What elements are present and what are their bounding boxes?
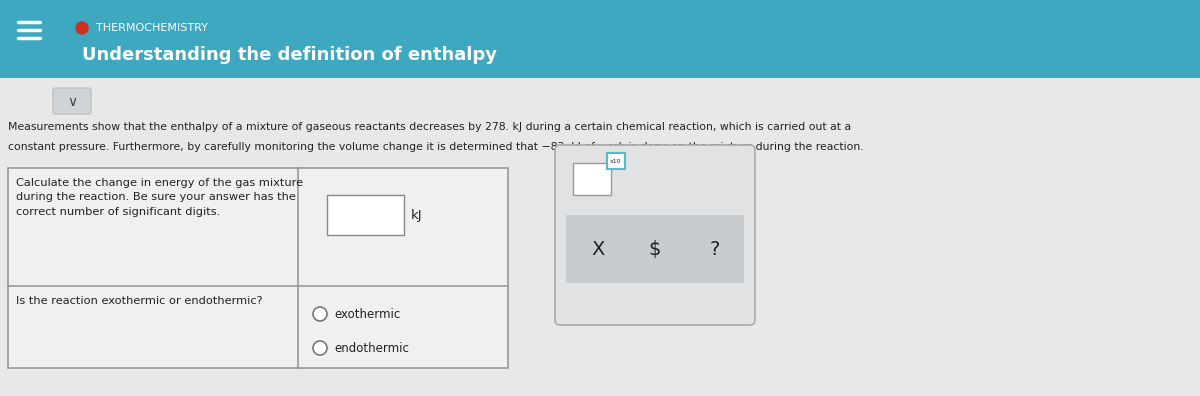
Text: endothermic: endothermic — [334, 341, 409, 354]
FancyBboxPatch shape — [0, 0, 1200, 78]
Text: ∨: ∨ — [67, 95, 77, 109]
FancyBboxPatch shape — [0, 78, 1200, 396]
Circle shape — [76, 22, 88, 34]
Text: ?: ? — [710, 240, 720, 259]
Text: $: $ — [649, 240, 661, 259]
Text: Is the reaction exothermic or endothermic?: Is the reaction exothermic or endothermi… — [16, 296, 263, 306]
Text: X: X — [592, 240, 605, 259]
FancyBboxPatch shape — [554, 145, 755, 325]
Text: Measurements show that the enthalpy of a mixture of gaseous reactants decreases : Measurements show that the enthalpy of a… — [8, 122, 851, 132]
FancyBboxPatch shape — [566, 215, 744, 283]
Text: constant pressure. Furthermore, by carefully monitoring the volume change it is : constant pressure. Furthermore, by caref… — [8, 142, 864, 152]
FancyBboxPatch shape — [326, 195, 404, 235]
Circle shape — [313, 307, 326, 321]
Text: x10: x10 — [611, 158, 622, 164]
FancyBboxPatch shape — [607, 153, 625, 169]
Text: exothermic: exothermic — [334, 308, 401, 320]
Text: THERMOCHEMISTRY: THERMOCHEMISTRY — [96, 23, 208, 33]
FancyBboxPatch shape — [53, 88, 91, 114]
Text: Calculate the change in energy of the gas mixture
during the reaction. Be sure y: Calculate the change in energy of the ga… — [16, 178, 304, 217]
Text: kJ: kJ — [410, 209, 422, 221]
FancyBboxPatch shape — [574, 163, 611, 195]
Text: Understanding the definition of enthalpy: Understanding the definition of enthalpy — [82, 46, 497, 64]
FancyBboxPatch shape — [8, 168, 508, 368]
Circle shape — [313, 341, 326, 355]
